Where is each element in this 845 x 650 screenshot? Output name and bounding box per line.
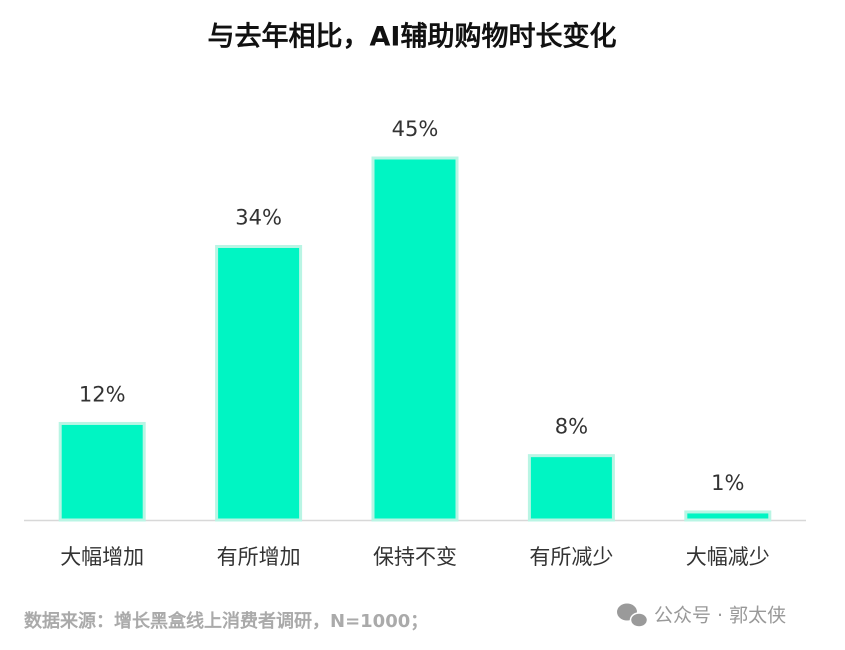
chart-title: 与去年相比，AI辅助购物时长变化 bbox=[208, 21, 617, 53]
bar bbox=[58, 421, 146, 522]
value-label: 8% bbox=[555, 415, 588, 439]
bar bbox=[684, 510, 772, 522]
x-tick-label: 大幅增加 bbox=[60, 545, 144, 569]
value-label: 34% bbox=[235, 205, 282, 229]
watermark: 公众号 · 郭太侠 bbox=[654, 605, 786, 627]
value-label: 45% bbox=[392, 117, 439, 141]
bar bbox=[215, 244, 303, 522]
value-label: 12% bbox=[79, 382, 126, 406]
bar bbox=[527, 454, 615, 522]
watermark-icon bbox=[617, 603, 649, 628]
source-note: 数据来源：增长黑盒线上消费者调研，N=1000； bbox=[24, 610, 428, 632]
x-tick-label: 保持不变 bbox=[373, 545, 457, 569]
x-tick-label: 大幅减少 bbox=[686, 545, 770, 569]
value-label: 1% bbox=[711, 471, 744, 495]
x-tick-label: 有所增加 bbox=[217, 545, 301, 569]
bar bbox=[371, 156, 459, 522]
x-tick-label: 有所减少 bbox=[529, 545, 613, 569]
